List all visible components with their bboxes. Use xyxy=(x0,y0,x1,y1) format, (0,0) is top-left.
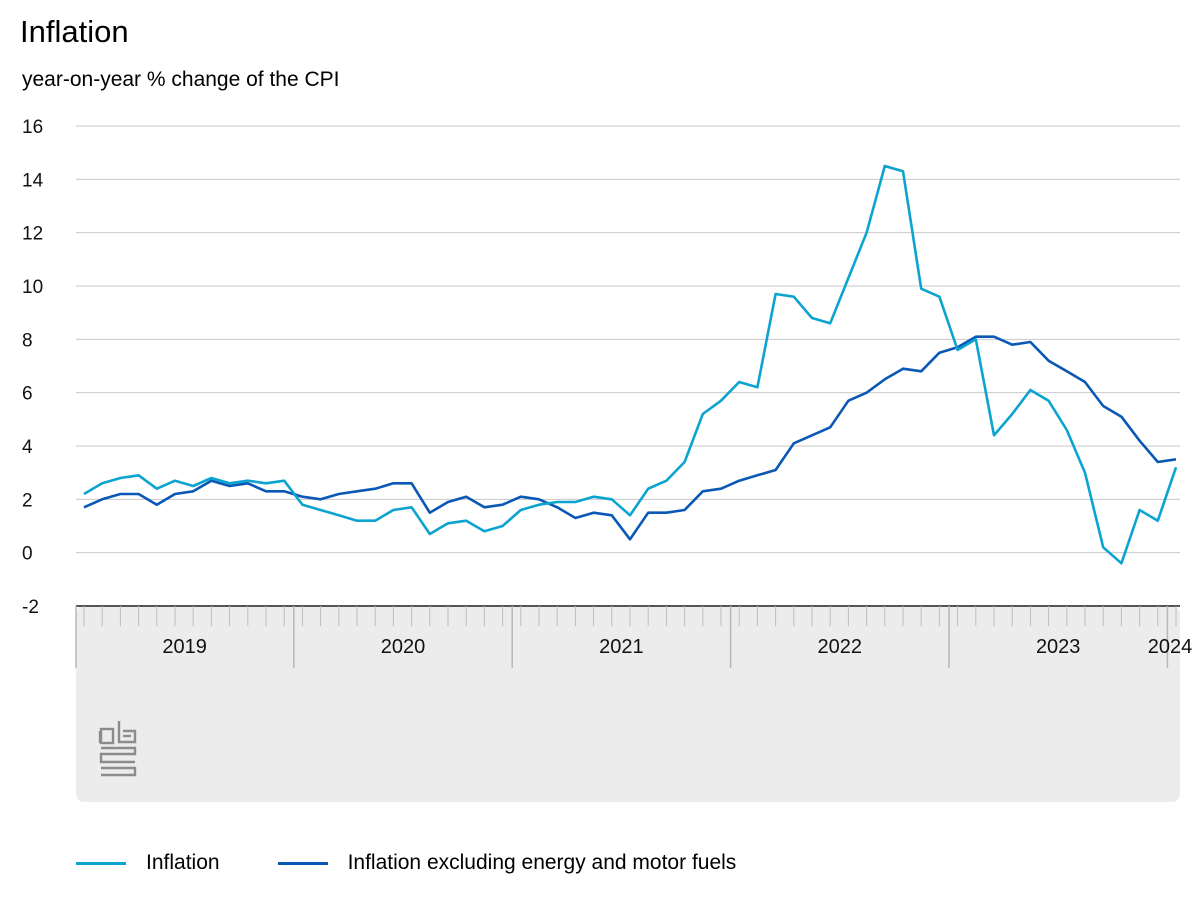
legend-label-core-inflation: Inflation excluding energy and motor fue… xyxy=(347,851,737,874)
legend-label-inflation: Inflation xyxy=(146,851,220,874)
legend-item-core-inflation: Inflation excluding energy and motor fue… xyxy=(277,851,737,875)
y-tick-label: -2 xyxy=(22,597,39,618)
x-year-label: 2023 xyxy=(1036,636,1081,658)
y-tick-label: 12 xyxy=(22,224,43,245)
cbs-logo-icon xyxy=(98,721,137,777)
x-axis: 2019 2020 2021 2022 2023 2024 xyxy=(75,605,1193,668)
line-chart: -2 0 2 4 6 8 10 12 14 16 2019 2020 2021 2022 2023 2024 xyxy=(22,117,1193,802)
gridlines xyxy=(76,125,1180,554)
legend: Inflation Inflation excluding energy and… xyxy=(76,848,794,878)
axis-panel xyxy=(76,606,1180,802)
y-tick-label: 14 xyxy=(22,170,44,191)
y-tick-label: 8 xyxy=(22,330,33,351)
y-tick-label: 2 xyxy=(22,490,33,511)
x-year-label: 2024 xyxy=(1148,636,1193,658)
y-tick-label: 10 xyxy=(22,277,43,298)
y-axis: -2 0 2 4 6 8 10 12 14 16 xyxy=(22,117,44,618)
y-tick-label: 0 xyxy=(22,544,33,565)
x-year-label: 2020 xyxy=(381,636,426,658)
legend-swatch-inflation xyxy=(76,861,126,865)
x-year-label: 2019 xyxy=(162,636,207,658)
x-year-label: 2022 xyxy=(818,636,863,658)
legend-swatch-core-inflation xyxy=(277,861,328,865)
chart-title: Inflation xyxy=(20,14,129,49)
series-line-core-inflation xyxy=(83,335,1177,541)
y-tick-label: 6 xyxy=(22,384,33,405)
y-tick-label: 16 xyxy=(22,117,43,138)
series-line-inflation xyxy=(83,164,1178,565)
x-year-label: 2021 xyxy=(599,636,644,658)
chart-subtitle: year-on-year % change of the CPI xyxy=(22,68,340,91)
series-lines xyxy=(83,164,1178,565)
y-tick-label: 4 xyxy=(22,437,33,458)
legend-item-inflation: Inflation xyxy=(76,851,220,875)
